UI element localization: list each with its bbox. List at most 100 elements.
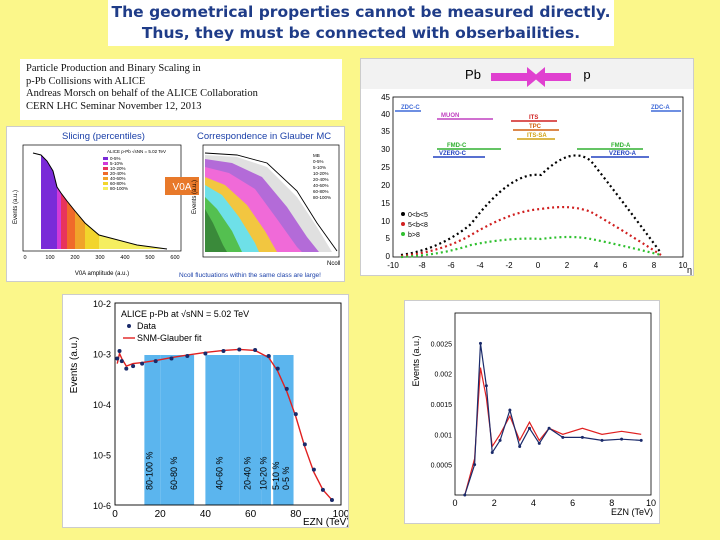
zz-data-point <box>537 441 541 445</box>
detector-label: FMD-A <box>611 143 631 149</box>
v0a-badge-label: V0A <box>173 182 192 193</box>
zz-xtick: 0 <box>452 498 457 508</box>
glauber-legend-item: 5-10% <box>313 165 326 170</box>
credit-line-4: CERN LHC Seminar November 12, 2013 <box>26 100 202 112</box>
zz-data-point <box>547 426 551 430</box>
zz-data-line <box>464 343 642 496</box>
zn-band <box>273 355 285 505</box>
detector-ytick: 30 <box>381 145 390 154</box>
zz-data-point <box>490 451 494 455</box>
glauber-heading: Correspondence in Glauber MC <box>197 131 331 142</box>
slicing-info: ALICE p-Pb √sNN = 5.02 TeV <box>107 149 166 154</box>
zn-data-point <box>131 364 136 369</box>
zn-data-point <box>119 359 124 364</box>
zz-data-point <box>498 438 502 442</box>
zn-band-label: 0-5 % <box>281 466 291 490</box>
zn-data-point <box>203 351 208 356</box>
slicing-legend-item: 0-5% <box>110 156 121 161</box>
zz-ytick: 0.002 <box>434 372 452 379</box>
zn-band-label: 40-60 % <box>214 456 224 490</box>
slice-20-40 <box>67 201 75 249</box>
detector-xtick: -2 <box>505 261 513 270</box>
detector-xtick: 10 <box>679 261 688 270</box>
detector-xtick: 0 <box>536 261 541 270</box>
slice-80-100 <box>99 235 167 249</box>
zz-xtick: 8 <box>609 498 614 508</box>
zz-frame <box>454 312 652 496</box>
detector-xtick: 2 <box>565 261 570 270</box>
detector-label: TPC <box>529 124 542 130</box>
zz-xtick: 6 <box>570 498 575 508</box>
glauber-ylabel: Events (a.u.) <box>192 180 198 214</box>
glauber-legend-item: 0-5% <box>313 159 324 164</box>
zn-ylabel: Events (a.u.) <box>69 337 80 394</box>
detector-ytick: 45 <box>381 93 390 102</box>
glauber-legend-item: 60-80% <box>313 189 329 194</box>
zz-data-point <box>527 426 531 430</box>
zz-data-point <box>620 437 624 441</box>
zn-svg: 80-100 % 60-80 % 40-60 % 20-40 % 10-20 % 5-10… <box>69 299 350 528</box>
zn-data-point <box>221 348 226 353</box>
zz-ytick: 0.0005 <box>431 463 453 470</box>
zn-xtick: 100 <box>333 509 348 520</box>
zn-data-point <box>253 347 258 352</box>
slicing-xtick: 100 <box>45 255 54 261</box>
glauber-legend-item: 40-60% <box>313 183 329 188</box>
zz-data-point <box>463 493 467 497</box>
zn-legend-item: Data <box>137 321 156 331</box>
slicing-xticks: 0 100 200 300 400 500 600 <box>23 255 179 261</box>
slicing-glauber-svg: Slicing (percentiles) Correspondence in … <box>13 131 340 279</box>
slicing-legend-item: 10-20% <box>110 166 126 171</box>
zz-xtick: 10 <box>646 498 656 508</box>
slicing-frame <box>22 144 182 252</box>
glauber-legend-item: 20-40% <box>313 177 329 182</box>
zz-ytick: 0.001 <box>434 432 452 439</box>
zn-data-point <box>124 366 129 371</box>
zn-xtick: 20 <box>155 509 167 520</box>
slice-0-5 <box>41 155 57 249</box>
detector-coverage <box>395 110 681 158</box>
detector-yticks: 0 5 10 15 20 25 30 35 40 45 <box>381 93 390 261</box>
detector-ytick: 40 <box>381 110 390 119</box>
slice-60-80 <box>85 223 99 249</box>
zz-xticks: 0 2 4 6 8 10 <box>452 498 656 508</box>
glauber-xlabel: Ncoll <box>327 261 340 267</box>
detector-label: ITS-SA <box>527 133 547 139</box>
dndeta-0-5 <box>400 154 662 257</box>
detector-xticks: -10 -8 -6 -4 -2 0 2 4 6 8 10 <box>387 261 688 270</box>
zn-ytick: 10-2 <box>93 299 111 309</box>
zz-data-point <box>561 435 565 439</box>
glauber-note: Ncoll fluctuations within the same class… <box>179 272 321 279</box>
zn-band <box>160 355 195 505</box>
slicing-legend-item: 40-60% <box>110 176 126 181</box>
detector-ytick: 35 <box>381 127 390 136</box>
zn-title: ALICE p-Pb at √sNN = 5.02 TeV <box>121 309 249 319</box>
zn-data-point <box>320 487 325 492</box>
dndeta-curves <box>400 154 662 259</box>
zn-plot-panel: 80-100 % 60-80 % 40-60 % 20-40 % 10-20 % 5-10… <box>62 294 350 528</box>
zn-data-point <box>185 354 190 359</box>
zz-data-point <box>473 463 477 467</box>
detector-legend-item: 5<b<8 <box>408 222 428 229</box>
detector-xtick: -8 <box>418 261 426 270</box>
detector-legend: 0<b<5 5<b<8 b>8 <box>401 212 428 239</box>
detector-xtick: -4 <box>476 261 484 270</box>
slicing-legend: 0-5% 5-10% 10-20% 20-40% 40-60% 60-80% 8… <box>103 156 128 191</box>
zz-fit-line <box>464 367 642 496</box>
glauber-legend: MB 0-5% 5-10% 10-20% 20-40% 40-60% 60-80… <box>313 153 331 200</box>
detector-labels: ZDC-C ZDC-A MUON ITS TPC ITS-SA FMD-C FM… <box>401 105 670 157</box>
zn-legend-marker <box>127 324 131 328</box>
slicing-legend-item: 5-10% <box>110 161 123 166</box>
zn-xtick: 0 <box>112 509 118 520</box>
zz-data-point <box>639 438 643 442</box>
glauber-frame <box>202 144 340 258</box>
zz-data-point <box>600 438 604 442</box>
zn-data-point <box>266 354 271 359</box>
glauber-legend-item: 10-20% <box>313 171 329 176</box>
zz-svg: 0 2 4 6 8 10 0.0025 0.002 0.0015 0.001 0.0005 EZN… <box>411 312 656 517</box>
zn-band <box>284 355 294 505</box>
zn-data-point <box>117 348 122 353</box>
glauber-curve <box>204 152 338 252</box>
slicing-legend-item: 80-100% <box>110 186 128 191</box>
slicing-curve <box>32 152 168 250</box>
